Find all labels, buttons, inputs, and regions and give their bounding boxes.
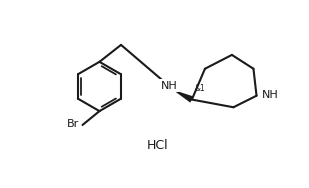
Text: NH: NH (160, 81, 177, 91)
Text: HCl: HCl (147, 139, 169, 152)
Text: Br: Br (66, 119, 79, 129)
Polygon shape (175, 90, 193, 103)
Text: &1: &1 (194, 84, 205, 93)
Text: NH: NH (262, 90, 279, 100)
